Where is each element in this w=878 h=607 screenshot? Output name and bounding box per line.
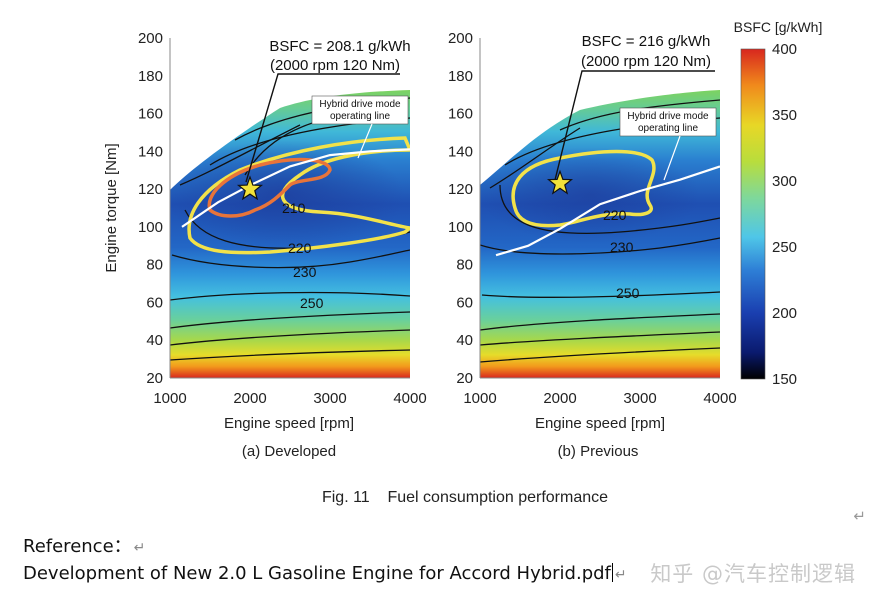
y-tick-label: 40 bbox=[146, 332, 163, 349]
best-point-label-b-1: BSFC = 216 g/kWh bbox=[582, 33, 711, 50]
y-tick-label: 140 bbox=[448, 143, 473, 160]
paragraph-return-mark: ↵ bbox=[853, 508, 866, 525]
tick-labels-a: 1000 2000 3000 4000 20 40 60 80 100 120 140 160 180 2… bbox=[138, 30, 427, 407]
y-tick-label: 80 bbox=[146, 257, 163, 274]
y-tick-label: 160 bbox=[138, 106, 163, 123]
chart-panel-a: 1000 2000 3000 4000 20 40 60 80 100 120 140 160 180 2… bbox=[103, 30, 427, 460]
y-tick-label: 200 bbox=[448, 30, 473, 47]
contour-label-210: 210 bbox=[282, 200, 306, 216]
contour-label-230: 230 bbox=[293, 264, 317, 280]
x-tick-label: 4000 bbox=[393, 390, 426, 407]
colorbar-ticks: 400 350 300 250 200 150 bbox=[772, 41, 797, 388]
colorbar-tick-label: 400 bbox=[772, 41, 797, 58]
x-tick-label: 1000 bbox=[153, 390, 186, 407]
reference-title: Development of New 2.0 L Gasoline Engine… bbox=[23, 563, 611, 584]
y-tick-label: 60 bbox=[146, 294, 163, 311]
operating-line-label-b-2: operating line bbox=[638, 123, 698, 134]
colorbar-tick-label: 300 bbox=[772, 173, 797, 190]
operating-line-pointer-b bbox=[663, 135, 681, 181]
operating-line-label-box-a bbox=[311, 95, 409, 125]
y-tick-label: 60 bbox=[456, 294, 473, 311]
y-tick-label: 80 bbox=[456, 257, 473, 274]
x-tick-label: 4000 bbox=[703, 390, 736, 407]
y-tick-label: 40 bbox=[456, 332, 473, 349]
return-mark-2: ↵ bbox=[614, 567, 627, 583]
reference-title-line[interactable]: Development of New 2.0 L Gasoline Engine… bbox=[23, 563, 627, 584]
colorbar-tick-label: 150 bbox=[772, 371, 797, 388]
x-tick-label: 3000 bbox=[313, 390, 346, 407]
contour-label-b-250: 250 bbox=[616, 285, 640, 301]
best-point-star-b bbox=[546, 169, 574, 195]
contour-labels-a: 210 220 230 250 bbox=[282, 200, 324, 311]
contour-label-b-230: 230 bbox=[610, 239, 634, 255]
y-tick-label: 100 bbox=[448, 219, 473, 236]
best-point-label-a-2: (2000 rpm 120 Nm) bbox=[270, 57, 400, 74]
x-axis-title-b: Engine speed [rpm] bbox=[535, 415, 665, 432]
best-point-star-a bbox=[236, 175, 264, 201]
colorbar-tick-label: 250 bbox=[772, 239, 797, 256]
panel-subtitle-b: (b) Previous bbox=[558, 443, 639, 460]
operating-line-pointer-a bbox=[357, 123, 373, 159]
x-tick-label: 2000 bbox=[233, 390, 266, 407]
y-tick-label: 180 bbox=[448, 68, 473, 85]
y-tick-label: 20 bbox=[456, 370, 473, 387]
best-point-label-b-2: (2000 rpm 120 Nm) bbox=[581, 53, 711, 70]
operating-line-a bbox=[181, 148, 411, 228]
reference-label: Reference： bbox=[23, 536, 132, 557]
operating-line-label-a-2: operating line bbox=[330, 111, 390, 122]
colorbar-tick-label: 200 bbox=[772, 305, 797, 322]
tick-labels-b: 1000 2000 3000 4000 20 40 60 80 100 120 140 160 180 2… bbox=[448, 30, 737, 407]
contour-label-250: 250 bbox=[300, 295, 324, 311]
text-cursor bbox=[611, 563, 613, 582]
y-axis-title: Engine torque [Nm] bbox=[103, 143, 120, 272]
operating-line-label-a-1: Hybrid drive mode bbox=[319, 99, 401, 110]
reference-line: Reference： ↵ bbox=[23, 532, 145, 558]
bsfc-map-a bbox=[170, 90, 410, 378]
x-tick-label: 3000 bbox=[623, 390, 656, 407]
y-tick-label: 100 bbox=[138, 219, 163, 236]
x-tick-label: 1000 bbox=[463, 390, 496, 407]
return-mark: ↵ bbox=[133, 540, 146, 556]
contour-label-220: 220 bbox=[288, 240, 312, 256]
best-point-label-a-1: BSFC = 208.1 g/kWh bbox=[269, 38, 410, 55]
colorbar-scale bbox=[740, 48, 766, 380]
figure-caption: Fig. 11 Fuel consumption performance bbox=[322, 489, 608, 506]
operating-line-b bbox=[495, 165, 721, 257]
y-tick-label: 20 bbox=[146, 370, 163, 387]
y-tick-label: 200 bbox=[138, 30, 163, 47]
y-tick-label: 140 bbox=[138, 143, 163, 160]
colorbar-title: BSFC [g/kWh] bbox=[734, 19, 823, 35]
contour-labels-b: 220 230 250 bbox=[603, 207, 640, 301]
callout-leader-b bbox=[554, 70, 715, 181]
y-tick-label: 160 bbox=[448, 106, 473, 123]
y-tick-label: 120 bbox=[448, 181, 473, 198]
y-tick-label: 180 bbox=[138, 68, 163, 85]
colorbar: BSFC [g/kWh] 400 350 300 250 200 150 bbox=[734, 19, 823, 388]
callout-leader-a bbox=[245, 73, 400, 183]
chart-panel-b: 1000 2000 3000 4000 20 40 60 80 100 120 140 160 180 2… bbox=[448, 30, 737, 460]
watermark: 知乎 @汽车控制逻辑 bbox=[650, 562, 856, 586]
x-axis-title-a: Engine speed [rpm] bbox=[224, 415, 354, 432]
operating-line-label-b-1: Hybrid drive mode bbox=[627, 111, 709, 122]
y-tick-label: 120 bbox=[138, 181, 163, 198]
x-tick-label: 2000 bbox=[543, 390, 576, 407]
operating-line-label-box-b bbox=[619, 107, 717, 137]
colorbar-tick-label: 350 bbox=[772, 107, 797, 124]
contour-label-b-220: 220 bbox=[603, 207, 627, 223]
panel-subtitle-a: (a) Developed bbox=[242, 443, 336, 460]
